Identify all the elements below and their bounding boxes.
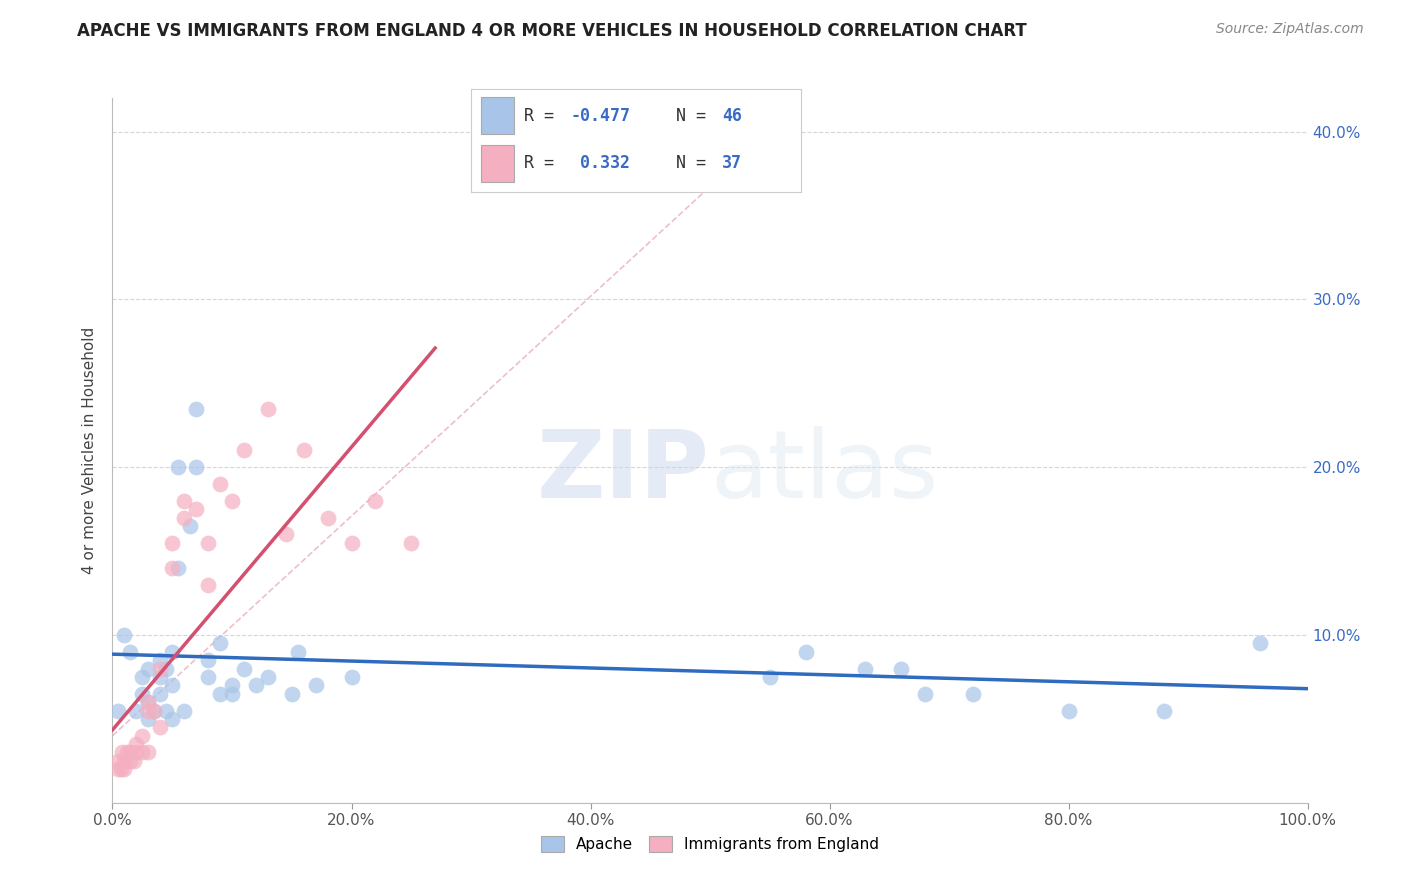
- Point: [1153, 704, 1175, 718]
- Point: [233, 662, 256, 676]
- Point: [162, 561, 183, 575]
- Point: [221, 678, 243, 692]
- Point: [179, 519, 201, 533]
- Point: [209, 687, 232, 701]
- Point: [401, 535, 423, 549]
- Point: [1249, 636, 1271, 650]
- Text: R =: R =: [524, 107, 564, 125]
- Point: [197, 670, 219, 684]
- Point: [292, 443, 315, 458]
- Point: [149, 670, 172, 684]
- Point: [138, 746, 160, 760]
- Text: Source: ZipAtlas.com: Source: ZipAtlas.com: [1216, 22, 1364, 37]
- Text: 0.332: 0.332: [571, 154, 630, 172]
- Point: [131, 687, 153, 701]
- Point: [107, 754, 129, 768]
- Point: [186, 502, 208, 516]
- Point: [257, 401, 280, 416]
- Point: [120, 746, 142, 760]
- Point: [125, 737, 148, 751]
- Point: [125, 746, 148, 760]
- Text: ZIP: ZIP: [537, 425, 710, 517]
- Point: [274, 527, 297, 541]
- Point: [962, 687, 984, 701]
- Point: [131, 729, 153, 743]
- Point: [143, 704, 166, 718]
- Text: R =: R =: [524, 154, 564, 172]
- Text: N =: N =: [676, 107, 716, 125]
- Point: [340, 670, 363, 684]
- Point: [794, 645, 817, 659]
- Point: [162, 712, 183, 726]
- Point: [114, 628, 135, 642]
- Point: [138, 712, 160, 726]
- Point: [197, 535, 219, 549]
- Point: [173, 510, 195, 524]
- Point: [143, 704, 166, 718]
- Point: [149, 720, 172, 734]
- Y-axis label: 4 or more Vehicles in Household: 4 or more Vehicles in Household: [82, 326, 97, 574]
- Point: [209, 636, 232, 650]
- Point: [167, 561, 190, 575]
- Text: atlas: atlas: [710, 425, 938, 517]
- Point: [138, 704, 160, 718]
- Point: [186, 460, 208, 475]
- Point: [233, 443, 256, 458]
- Point: [138, 695, 160, 709]
- Point: [114, 754, 135, 768]
- Point: [316, 510, 339, 524]
- Point: [1057, 704, 1080, 718]
- Point: [114, 762, 135, 776]
- Point: [111, 746, 134, 760]
- Point: [131, 746, 153, 760]
- Point: [173, 704, 195, 718]
- Text: 37: 37: [723, 154, 742, 172]
- FancyBboxPatch shape: [481, 145, 515, 181]
- Point: [162, 535, 183, 549]
- Point: [173, 493, 195, 508]
- Point: [155, 704, 177, 718]
- Point: [340, 535, 363, 549]
- Point: [197, 653, 219, 667]
- Point: [115, 746, 138, 760]
- Point: [186, 401, 208, 416]
- Text: 46: 46: [723, 107, 742, 125]
- Point: [759, 670, 782, 684]
- Point: [155, 662, 177, 676]
- Text: N =: N =: [676, 154, 716, 172]
- Point: [209, 477, 232, 491]
- Point: [120, 645, 142, 659]
- Point: [149, 662, 172, 676]
- Point: [125, 704, 148, 718]
- Point: [162, 678, 183, 692]
- Point: [287, 645, 309, 659]
- Point: [167, 460, 190, 475]
- Point: [855, 662, 877, 676]
- Point: [149, 653, 172, 667]
- Point: [221, 687, 243, 701]
- Point: [364, 493, 387, 508]
- Point: [110, 762, 132, 776]
- Legend: Apache, Immigrants from England: Apache, Immigrants from England: [536, 830, 884, 859]
- Text: -0.477: -0.477: [571, 107, 630, 125]
- Point: [138, 695, 160, 709]
- Point: [131, 670, 153, 684]
- Point: [245, 678, 267, 692]
- Point: [281, 687, 304, 701]
- Point: [138, 662, 160, 676]
- Point: [122, 754, 145, 768]
- Point: [120, 754, 142, 768]
- Point: [890, 662, 912, 676]
- Point: [162, 645, 183, 659]
- Point: [305, 678, 328, 692]
- Point: [221, 493, 243, 508]
- Point: [149, 687, 172, 701]
- Point: [257, 670, 280, 684]
- FancyBboxPatch shape: [481, 97, 515, 135]
- Point: [914, 687, 936, 701]
- Point: [197, 577, 219, 591]
- Point: [107, 762, 129, 776]
- Point: [107, 704, 129, 718]
- Text: APACHE VS IMMIGRANTS FROM ENGLAND 4 OR MORE VEHICLES IN HOUSEHOLD CORRELATION CH: APACHE VS IMMIGRANTS FROM ENGLAND 4 OR M…: [77, 22, 1026, 40]
